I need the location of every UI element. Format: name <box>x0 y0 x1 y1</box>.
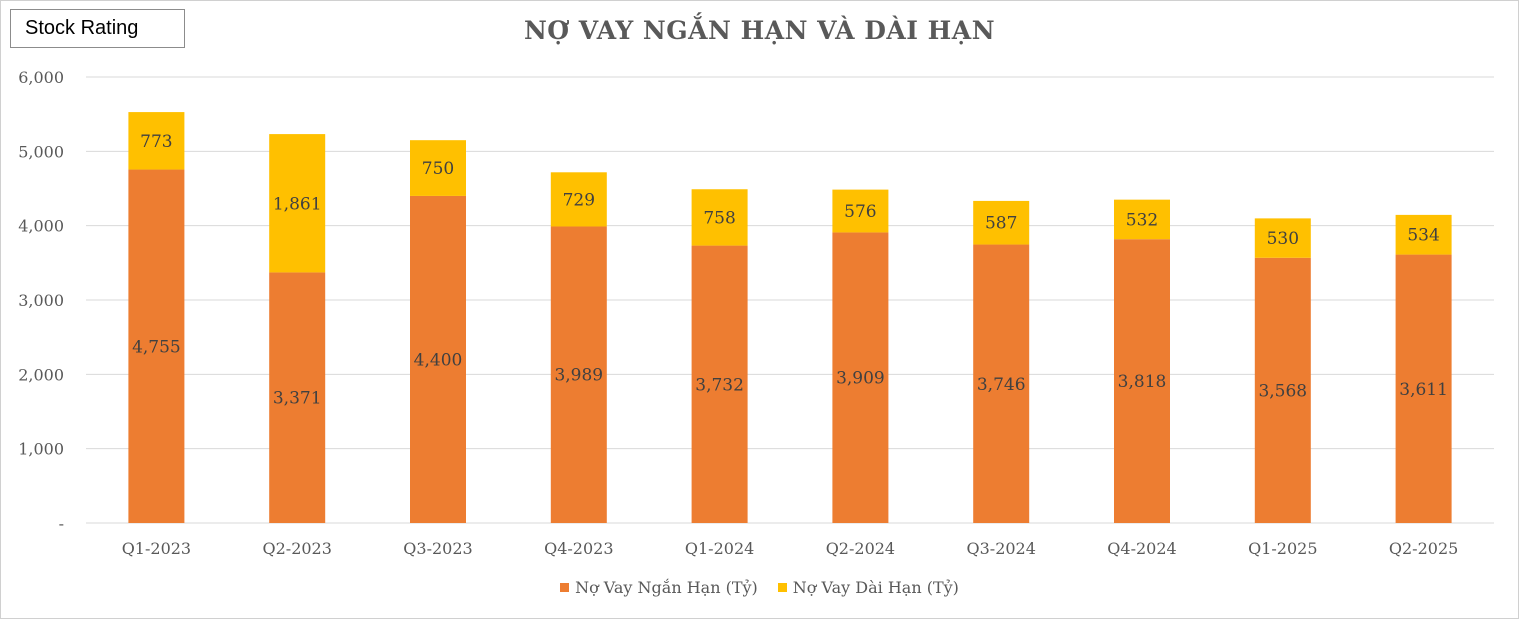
bar-long-term <box>550 172 607 227</box>
data-label-short-term: 4,400 <box>414 350 463 370</box>
x-tick-label: Q2-2024 <box>826 539 895 558</box>
data-label-short-term: 3,746 <box>977 375 1026 395</box>
x-tick-label: Q2-2025 <box>1389 539 1458 558</box>
bar-short-term <box>269 272 326 523</box>
bar-short-term <box>1254 257 1311 523</box>
data-label-long-term: 576 <box>844 202 876 222</box>
bar-short-term <box>550 226 607 524</box>
legend-swatch-long-term <box>777 583 787 592</box>
bar-short-term <box>410 195 466 523</box>
bar-short-term <box>691 245 748 523</box>
data-label-long-term: 758 <box>703 208 735 228</box>
x-tick-label: Q4-2024 <box>1107 539 1176 558</box>
legend-swatch-short-term <box>560 583 570 592</box>
bar-long-term <box>128 112 185 170</box>
chart-title: NỢ VAY NGẮN HẠN VÀ DÀI HẠN <box>523 16 996 45</box>
x-tick-label: Q1-2025 <box>1248 539 1317 558</box>
bar-long-term <box>1114 199 1170 240</box>
y-tick-label: 6,000 <box>18 68 64 87</box>
data-label-long-term: 532 <box>1126 210 1158 230</box>
data-label-short-term: 3,909 <box>836 369 885 389</box>
y-tick-label: 2,000 <box>18 365 64 384</box>
bar-short-term <box>973 244 1030 523</box>
legend-item-short-term: Nợ Vay Ngắn Hạn (Tỷ) <box>560 578 758 597</box>
data-label-short-term: 3,568 <box>1258 381 1307 401</box>
x-tick-label: Q3-2023 <box>403 539 472 558</box>
x-tick-label: Q4-2023 <box>544 539 613 558</box>
data-label-long-term: 729 <box>563 190 595 210</box>
data-label-long-term: 773 <box>140 132 172 152</box>
stock-rating-badge: Stock Rating <box>10 9 185 48</box>
legend-item-long-term: Nợ Vay Dài Hạn (Tỷ) <box>777 578 959 597</box>
x-tick-label: Q2-2023 <box>262 539 331 558</box>
bar-long-term <box>269 134 326 273</box>
legend-label-short-term: Nợ Vay Ngắn Hạn (Tỷ) <box>575 578 758 597</box>
data-label-short-term: 3,732 <box>695 375 744 395</box>
data-label-long-term: 750 <box>422 159 454 179</box>
bar-long-term <box>410 140 466 196</box>
y-tick-label: 5,000 <box>18 142 64 161</box>
chart-legend: Nợ Vay Ngắn Hạn (Tỷ) Nợ Vay Dài Hạn (Tỷ) <box>0 578 1519 597</box>
x-tick-label: Q3-2024 <box>966 539 1035 558</box>
data-label-short-term: 3,371 <box>273 389 322 409</box>
bar-long-term <box>973 200 1030 245</box>
legend-label-long-term: Nợ Vay Dài Hạn (Tỷ) <box>792 578 959 597</box>
y-tick-label: - <box>59 514 64 533</box>
bar-long-term <box>691 189 748 246</box>
y-tick-label: 4,000 <box>18 217 64 236</box>
data-label-long-term: 1,861 <box>273 194 322 214</box>
data-label-short-term: 3,989 <box>554 366 603 386</box>
y-tick-label: 1,000 <box>18 440 64 459</box>
x-tick-label: Q1-2023 <box>122 539 191 558</box>
bar-long-term <box>832 189 889 233</box>
data-label-short-term: 4,755 <box>132 337 181 357</box>
bar-long-term <box>1395 214 1452 255</box>
data-label-long-term: 534 <box>1407 226 1439 246</box>
data-label-short-term: 3,611 <box>1399 380 1448 400</box>
data-label-long-term: 530 <box>1267 229 1299 249</box>
bar-long-term <box>1254 218 1311 258</box>
y-tick-label: 3,000 <box>18 291 64 310</box>
bar-short-term <box>128 169 185 524</box>
bar-short-term <box>832 232 889 523</box>
data-label-long-term: 587 <box>985 214 1017 234</box>
bar-short-term <box>1114 239 1170 524</box>
data-label-short-term: 3,818 <box>1118 372 1167 392</box>
bar-short-term <box>1395 254 1452 523</box>
x-tick-label: Q1-2024 <box>685 539 754 558</box>
